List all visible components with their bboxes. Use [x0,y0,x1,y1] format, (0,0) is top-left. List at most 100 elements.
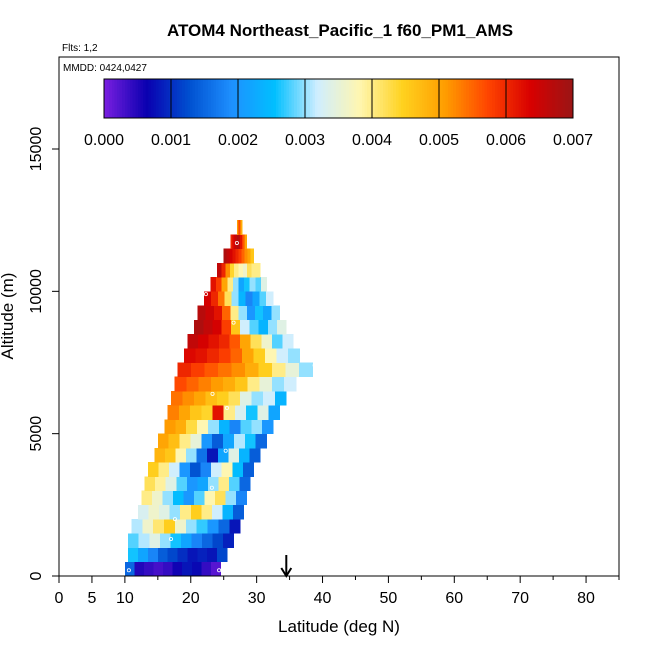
colorbar-segment [137,79,141,118]
heatmap-cell [257,405,269,420]
heatmap-cell [228,390,241,406]
colorbar-segment [492,79,496,118]
colorbar-segment [565,79,569,118]
heatmap-cell [222,305,231,321]
y-axis: 0 5000 10000 15000 [28,127,59,580]
colorbar-segment [500,79,504,118]
y-tick-label: 5000 [28,416,45,452]
heatmap-cell [236,220,238,235]
heatmap-cell [223,433,235,449]
colorbar-segment [229,79,233,118]
colorbar-segment [515,79,519,118]
heatmap-cell [197,305,206,321]
heatmap-cell [154,447,166,463]
heatmap-cell [186,376,200,392]
colorbar-segment [200,79,204,118]
heatmap-cell [238,220,240,235]
sample-point [168,536,173,541]
colorbar-segment [510,79,514,118]
heatmap-cell [205,390,218,406]
heatmap-cell [285,362,300,378]
heatmap-cell [194,390,206,406]
colorbar-segment [487,79,491,118]
colorbar-segment [333,79,337,118]
colorbar-segment [450,79,454,118]
heatmap-cell [180,533,192,548]
colorbar-segment [143,79,147,118]
colorbar-segment [294,79,298,118]
colorbar-segment [270,79,274,118]
heatmap-cell [232,504,244,520]
heatmap-cell [208,334,220,349]
heatmap-cell [172,561,183,577]
heatmap-cell [157,547,169,563]
colorbar-segment [104,79,108,118]
heatmap-cell [231,291,239,306]
heatmap-cell [234,405,247,420]
heatmap-cell [134,561,145,577]
colorbar-segment [481,79,485,118]
colorbar-segment [531,79,535,118]
heatmap-cell [260,277,267,292]
heatmap-cell [218,362,233,378]
heatmap-cell [271,305,281,321]
colorbar-segment [208,79,212,118]
heatmap-cell [222,504,234,520]
colorbar-segment [242,79,246,118]
heatmap-cell [239,476,251,491]
colorbar-tick-label: 0.000 [84,132,124,149]
colorbar-segment [265,79,269,118]
heatmap-cell [264,348,277,363]
colorbar-segment [273,79,277,118]
heatmap-cell [238,220,240,235]
heatmap-cell [169,504,181,520]
heatmap-cell [148,504,160,520]
heatmap-cell [204,490,216,506]
heatmap-cell [153,519,165,534]
colorbar-segment [505,79,509,118]
x-tick-label: 30 [248,590,266,607]
colorbar-segment [156,79,160,118]
heatmap-cell [238,291,246,306]
heatmap-cell [180,504,192,520]
colorbar-segment [205,79,209,118]
heatmap-cell [230,234,233,250]
heatmap-cell [138,547,149,563]
colorbar-segment [299,79,303,118]
heatmap-cell [177,547,188,563]
colorbar-segment [106,79,110,118]
heatmap-cell [232,248,236,264]
colorbar-segment [528,79,532,118]
heatmap-cell [203,291,212,306]
heatmap-cell [238,277,245,292]
heatmap-cell [190,462,202,477]
sample-point [172,517,177,522]
colorbar-segment [328,79,332,118]
heatmap-cell [210,291,219,306]
heatmap-cell [237,220,239,235]
colorbar-segment [109,79,113,118]
colorbar-segment [455,79,459,118]
heatmap-cell [266,291,274,306]
heatmap-cell [234,262,239,278]
colorbar-segment [359,79,363,118]
colorbar-segment [393,79,397,118]
heatmap-cell [225,262,231,278]
heatmap-cell [191,362,205,378]
heatmap-cell [258,319,269,335]
heatmap-cell [228,476,240,491]
heatmap-cell [147,462,159,477]
heatmap-cell [164,519,176,534]
colorbar-segment [361,79,366,118]
heatmap-cell [164,419,176,435]
flights-label: Flts: 1,2 [62,43,98,54]
x-tick-label: 10 [116,590,134,607]
colorbar-segment [135,79,139,118]
heatmap-cell [204,362,219,378]
x-tick-label: 70 [511,590,529,607]
sample-point [217,568,222,573]
colorbar-segment [463,79,467,118]
colorbar-segment [408,79,412,118]
colorbar-segment [302,79,306,118]
heatmap-cell [240,220,241,235]
